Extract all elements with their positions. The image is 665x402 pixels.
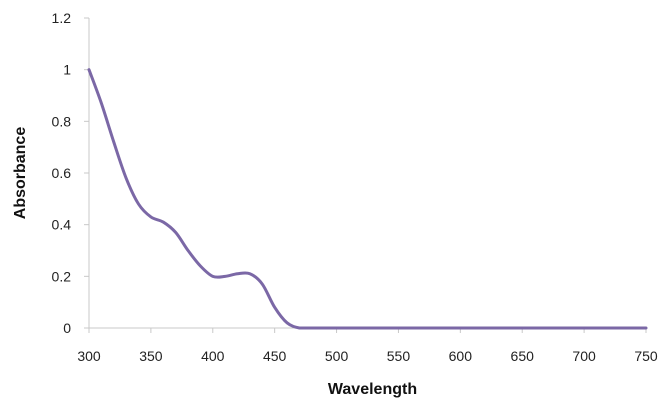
y-tick-label: 1 <box>63 62 71 78</box>
x-tick-label: 700 <box>572 348 596 364</box>
x-tick-label: 500 <box>325 348 349 364</box>
y-tick-group: 0 0.2 0.4 0.6 0.8 1 1.2 <box>52 10 89 336</box>
y-tick-label: 0.4 <box>52 217 72 233</box>
y-tick-label: 0.8 <box>52 113 72 129</box>
y-tick-label: 0 <box>63 320 71 336</box>
series-layer <box>87 68 648 330</box>
x-tick-label: 750 <box>634 348 658 364</box>
x-tick-label: 650 <box>511 348 535 364</box>
x-tick-group: 300 350 400 450 500 550 600 650 700 750 <box>77 328 658 364</box>
x-tick-label: 350 <box>139 348 163 364</box>
x-tick-label: 600 <box>449 348 473 364</box>
y-tick-label: 0.2 <box>52 268 72 284</box>
y-tick-label: 1.2 <box>52 10 72 26</box>
x-tick-label: 450 <box>263 348 287 364</box>
x-axis-title: Wavelength <box>328 381 417 398</box>
x-tick-label: 300 <box>77 348 101 364</box>
y-axis-title: Absorbance <box>12 127 29 220</box>
x-tick-label: 400 <box>201 348 225 364</box>
axes-group: 0 0.2 0.4 0.6 0.8 1 1.2 300 350 400 450 500 550 600 6… <box>52 10 658 364</box>
series-line <box>87 68 648 330</box>
x-tick-label: 550 <box>387 348 411 364</box>
y-tick-label: 0.6 <box>52 165 72 181</box>
